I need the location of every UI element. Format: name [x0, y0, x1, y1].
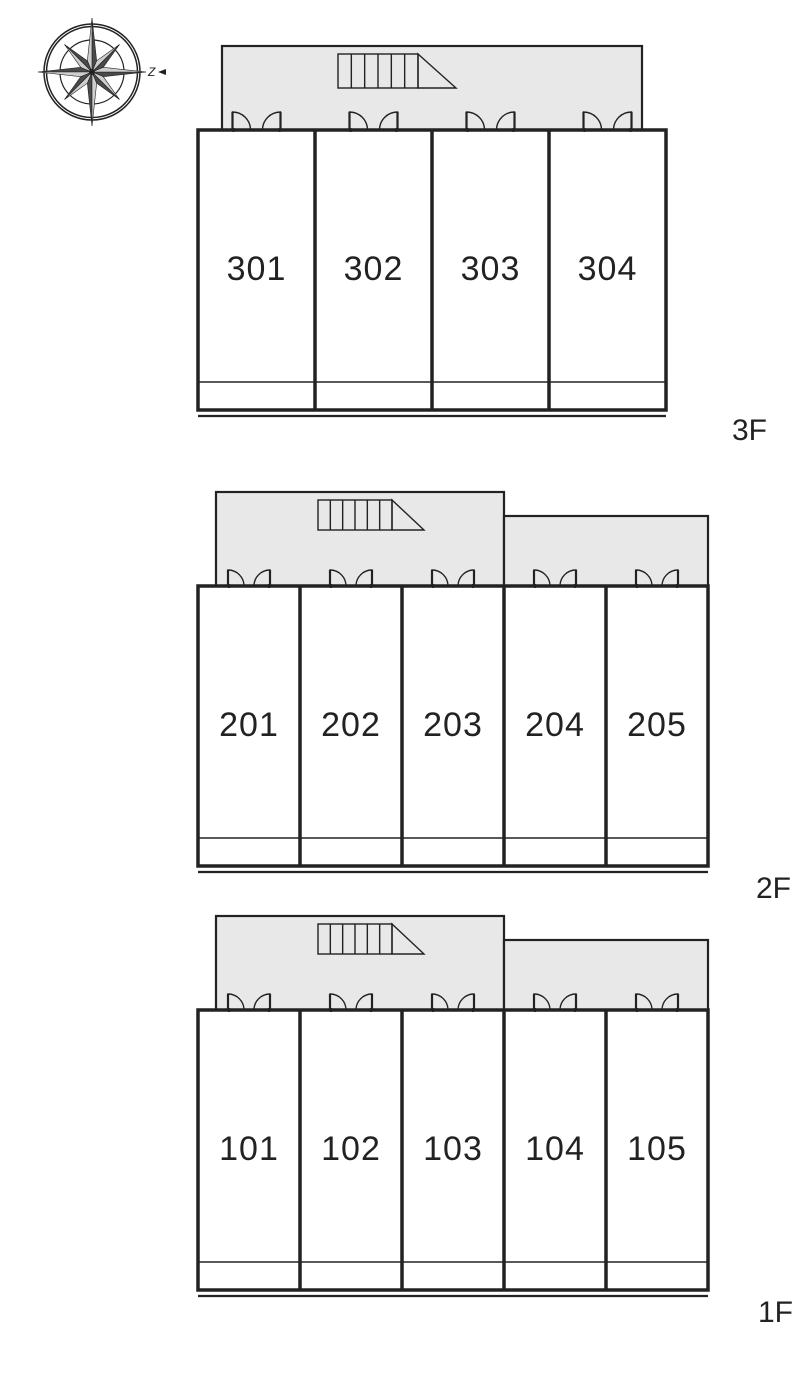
floor-label: 2F	[756, 872, 791, 905]
unit-label: 301	[227, 250, 287, 288]
floor-2F: 201 202 203 204 205 2F	[198, 492, 791, 905]
floor-1F: 101 102 103 104 105 1F	[198, 916, 793, 1329]
unit-label: 304	[578, 250, 638, 288]
unit-label: 101	[219, 1130, 279, 1168]
unit-label: 201	[219, 706, 279, 744]
compass-icon: Z	[38, 18, 166, 126]
unit-label: 302	[344, 250, 404, 288]
unit-label: 202	[321, 706, 381, 744]
floor-3F: 301 302 303 304 3F	[198, 46, 767, 447]
unit-label: 105	[627, 1130, 687, 1168]
unit-label: 303	[461, 250, 521, 288]
floorplan-container: Z3013023033043F2012022032042052F10110210…	[0, 0, 800, 1373]
floorplan-svg: Z3013023033043F2012022032042052F10110210…	[0, 0, 800, 1373]
unit-label: 203	[423, 706, 483, 744]
floor-label: 1F	[758, 1296, 793, 1329]
unit-label: 102	[321, 1130, 381, 1168]
floor-label: 3F	[732, 414, 767, 447]
unit-label: 103	[423, 1130, 483, 1168]
unit-label: 205	[627, 706, 687, 744]
svg-text:Z: Z	[147, 65, 156, 79]
unit-label: 204	[525, 706, 585, 744]
unit-label: 104	[525, 1130, 585, 1168]
